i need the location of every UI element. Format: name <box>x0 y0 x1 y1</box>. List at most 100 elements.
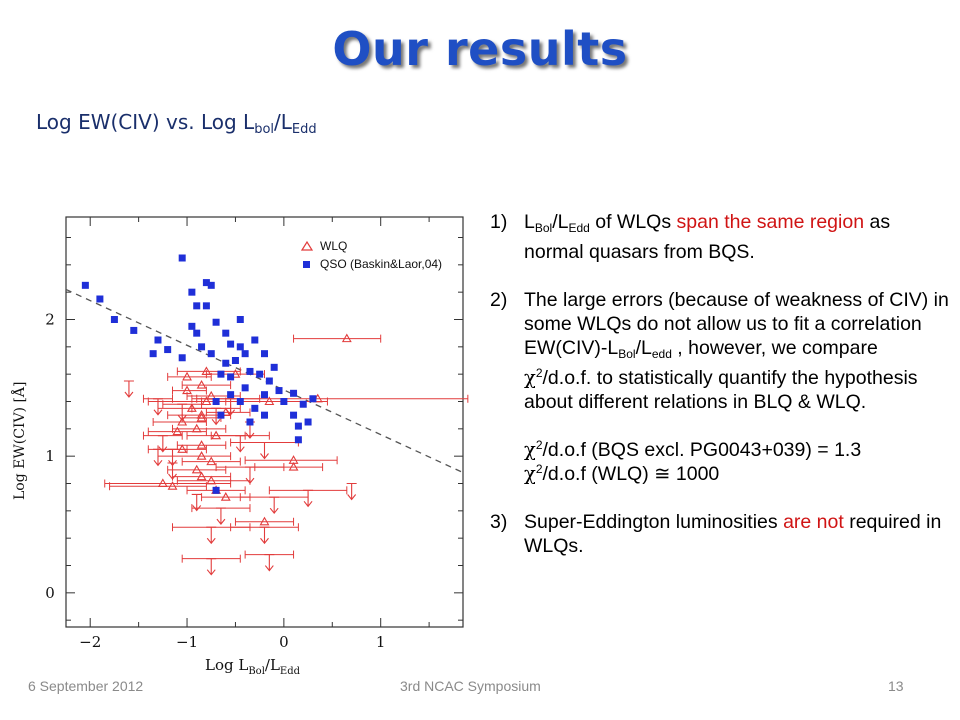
result-1-sub-edd: Edd <box>568 221 590 235</box>
x-tick-label: 1 <box>376 633 386 651</box>
qso-point <box>178 354 186 362</box>
result-1-text-d: as normal quasars from BQS. <box>524 211 891 263</box>
chi-wlq-symbol: χ <box>524 462 536 485</box>
xlabel-slash: /L <box>265 656 280 674</box>
result-3-highlight: are not <box>783 511 844 533</box>
chi-symbol: χ <box>524 366 536 389</box>
result-item-2: 2) The large errors (because of weakness… <box>490 288 950 486</box>
qso-point <box>207 281 215 289</box>
qso-point <box>227 340 235 348</box>
qso-point <box>202 279 210 287</box>
wlq-upper-limit <box>244 466 255 484</box>
wlq-upper-limit <box>225 398 236 416</box>
result-3-text-a: Super-Eddington luminosities <box>524 511 784 533</box>
qso-point <box>294 436 302 444</box>
qso-point <box>256 370 264 378</box>
qso-point <box>294 422 302 430</box>
qso-point <box>227 391 235 399</box>
fit-line-path <box>65 288 464 474</box>
wlq-upper-limit <box>206 526 217 545</box>
result-2-sub-bol: Bol <box>618 347 636 361</box>
wlq-upper-limit <box>167 462 178 480</box>
result-2-text-d: /d.o.f. to statistically quantify the hy… <box>524 367 918 413</box>
x-tick-label: −1 <box>176 633 198 651</box>
wlq-point <box>341 333 352 343</box>
result-item-1: 1) LBol/LEdd of WLQs span the same regio… <box>490 210 950 264</box>
footer-date: 6 September 2012 <box>28 678 144 694</box>
chi-wlq-text: /d.o.f (WLQ) ≅ 1000 <box>542 463 720 485</box>
wlq-point <box>157 478 168 488</box>
result-2-sub-edd: edd <box>651 347 672 361</box>
xlabel-sub-edd: Edd <box>280 666 301 677</box>
chi-bqs-symbol: χ <box>524 438 536 461</box>
y-axis-label: Log EW(CIV) [Å] <box>10 381 28 500</box>
wlq-upper-limit <box>259 441 270 460</box>
wlq-point <box>259 516 270 526</box>
qso-point <box>261 391 268 399</box>
chart-legend: WLQ QSO (Baskin&Laor,04) <box>300 239 442 271</box>
wlq-upper-limit <box>235 435 246 453</box>
qso-point <box>270 363 278 371</box>
qso-point <box>299 400 307 408</box>
qso-point <box>236 398 244 405</box>
qso-point <box>236 316 244 323</box>
qso-point <box>241 350 249 358</box>
qso-point <box>193 329 201 337</box>
chi-result-wlq: χ2/d.o.f (WLQ) ≅ 1000 <box>524 462 950 486</box>
subtitle-slash: /L <box>274 110 292 134</box>
qso-point <box>212 318 220 326</box>
qso-point <box>207 350 215 358</box>
qso-point <box>309 395 317 403</box>
x-axis-label: Log LBol/LEdd <box>205 656 301 677</box>
qso-point <box>164 346 172 354</box>
footer-event: 3rd NCAC Symposium <box>400 678 541 694</box>
fit-line <box>65 288 464 474</box>
legend-wlq-marker <box>300 240 314 251</box>
chi-superscript: 2 <box>535 366 543 380</box>
wlq-point <box>191 464 202 474</box>
wlq-upper-limit <box>303 489 314 508</box>
scatter-plot: −2 −1 0 1 0 1 2 WLQ QSO (Baskin&Laor,04) Log L… <box>10 216 469 677</box>
axis-ticks: −2 −1 0 1 0 1 2 <box>45 217 463 651</box>
qso-point <box>81 281 89 289</box>
qso-point <box>251 336 259 344</box>
wlq-point <box>172 426 183 436</box>
result-3-text-b: required in WLQs. <box>524 511 942 557</box>
qso-point <box>217 411 225 419</box>
wlq-point <box>288 461 299 471</box>
qso-point <box>212 398 220 405</box>
qso-point <box>227 373 235 381</box>
qso-point <box>110 316 118 323</box>
footer-page-number: 13 <box>888 678 904 694</box>
slide-subtitle: Log EW(CIV) vs. Log Lbol/LEdd <box>36 110 317 137</box>
wlq-point <box>196 379 207 389</box>
qso-point <box>212 486 220 494</box>
qso-point <box>231 357 239 364</box>
qso-point <box>222 359 230 367</box>
slide-title: Our results <box>332 22 628 76</box>
qso-point <box>275 387 283 395</box>
qso-series <box>81 254 317 494</box>
result-3-number: 3) <box>490 511 508 533</box>
qso-point <box>261 350 268 358</box>
qso-point <box>246 418 254 426</box>
wlq-point <box>196 412 207 422</box>
result-item-3: 3) Super-Eddington luminosities are not … <box>490 510 950 558</box>
result-1-text-a: L <box>524 211 535 233</box>
wlq-point <box>167 481 178 490</box>
result-1-number: 1) <box>490 211 508 233</box>
subtitle-sub-edd: Edd <box>291 122 317 137</box>
wlq-upper-limit <box>123 380 134 398</box>
subtitle-sub-bol: bol <box>254 122 275 137</box>
qso-point <box>188 322 196 330</box>
wlq-point <box>177 416 188 426</box>
wlq-upper-limit <box>177 403 188 422</box>
xlabel-sub-bol: Bol <box>248 666 265 677</box>
result-1-highlight: span the same region <box>676 211 865 233</box>
plot-frame <box>65 216 464 628</box>
chi-wlq-sup: 2 <box>535 462 543 476</box>
qso-point <box>261 411 268 419</box>
y-tick-label: 2 <box>45 311 55 329</box>
wlq-upper-limit <box>215 507 226 525</box>
wlq-upper-limit <box>346 482 357 501</box>
